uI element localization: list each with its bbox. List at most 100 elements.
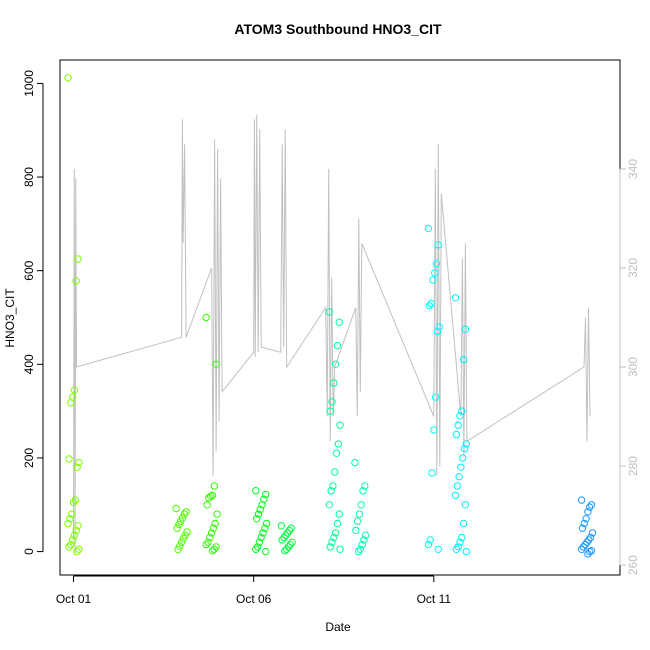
data-point <box>453 482 461 490</box>
data-point <box>208 547 217 555</box>
data-point <box>68 536 77 544</box>
y2-tick-label: 340 <box>626 159 640 179</box>
data-point <box>461 501 470 509</box>
data-point <box>581 540 589 549</box>
data-point <box>336 421 344 429</box>
data-point <box>333 341 342 350</box>
data-point <box>434 545 442 553</box>
data-point <box>174 545 182 553</box>
data-point <box>354 547 363 556</box>
data-point <box>64 74 72 82</box>
data-point <box>586 503 594 511</box>
data-point <box>261 524 269 532</box>
data-point <box>212 360 220 368</box>
data-point <box>459 519 468 528</box>
data-point <box>432 260 441 268</box>
x-tick-label: Oct 01 <box>56 592 92 606</box>
data-point <box>332 449 341 457</box>
data-point <box>587 501 596 509</box>
data-point <box>262 519 271 528</box>
data-point <box>262 547 270 556</box>
data-point <box>331 468 339 476</box>
data-point <box>172 504 180 513</box>
data-point <box>205 494 213 502</box>
data-point <box>359 487 367 495</box>
data-point <box>281 547 289 555</box>
data-point <box>330 379 338 387</box>
data-point <box>427 299 435 308</box>
data-point <box>325 308 333 316</box>
data-point <box>326 407 334 415</box>
data-point <box>360 536 368 544</box>
points-layer <box>64 74 597 558</box>
data-point <box>334 440 342 448</box>
data-point <box>431 393 440 401</box>
data-point <box>329 482 337 490</box>
data-point <box>584 550 592 558</box>
data-point <box>74 255 82 263</box>
x-tick-label: Oct 11 <box>417 592 452 606</box>
data-point <box>457 463 465 471</box>
data-point <box>335 318 343 326</box>
data-point <box>434 241 442 249</box>
data-point <box>72 277 80 285</box>
data-point <box>283 529 292 537</box>
data-point <box>362 531 370 539</box>
data-point <box>72 526 80 535</box>
data-point <box>578 524 587 532</box>
data-point <box>458 533 466 542</box>
data-point <box>179 534 188 543</box>
data-point <box>585 536 593 544</box>
data-point <box>65 543 73 551</box>
x-axis-label: Date <box>325 620 351 634</box>
data-point <box>586 533 595 542</box>
data-point <box>173 524 181 532</box>
data-point <box>577 545 586 553</box>
data-point <box>580 519 588 528</box>
data-point <box>253 515 261 523</box>
x-tick-label: Oct 06 <box>236 592 272 606</box>
data-point <box>252 545 260 553</box>
data-point <box>327 487 335 495</box>
data-point <box>454 421 462 429</box>
chart-title: ATOM3 Southbound HNO3_CIT <box>234 21 442 37</box>
data-point <box>331 529 340 537</box>
data-point <box>336 545 344 553</box>
data-point <box>458 407 466 415</box>
data-point <box>335 510 343 518</box>
data-point <box>202 540 210 549</box>
data-point <box>71 496 80 504</box>
data-point <box>288 538 296 546</box>
data-point <box>68 510 76 518</box>
data-point <box>462 440 470 448</box>
data-point <box>430 426 438 434</box>
y2-tick-label: 260 <box>626 555 640 575</box>
data-point <box>456 538 464 546</box>
data-point <box>66 515 74 523</box>
data-point <box>452 430 461 439</box>
data-point <box>210 545 219 553</box>
data-point <box>356 545 364 553</box>
data-point <box>425 302 433 310</box>
data-point <box>451 491 460 500</box>
data-point <box>73 463 81 471</box>
data-point <box>67 540 75 549</box>
data-point <box>358 540 366 549</box>
data-point <box>67 399 75 407</box>
data-point <box>429 276 437 284</box>
data-point <box>588 529 597 537</box>
right-axis-series-layer <box>73 114 591 556</box>
data-point <box>175 520 183 529</box>
data-point <box>252 487 260 495</box>
data-point <box>452 545 461 553</box>
y2-tick-label: 280 <box>626 456 640 476</box>
data-point <box>73 547 81 556</box>
data-point <box>357 501 365 509</box>
data-point <box>203 501 211 509</box>
data-point <box>207 492 215 500</box>
data-point <box>461 325 470 333</box>
data-point <box>70 386 79 394</box>
data-point <box>456 412 464 420</box>
data-point <box>459 454 467 462</box>
